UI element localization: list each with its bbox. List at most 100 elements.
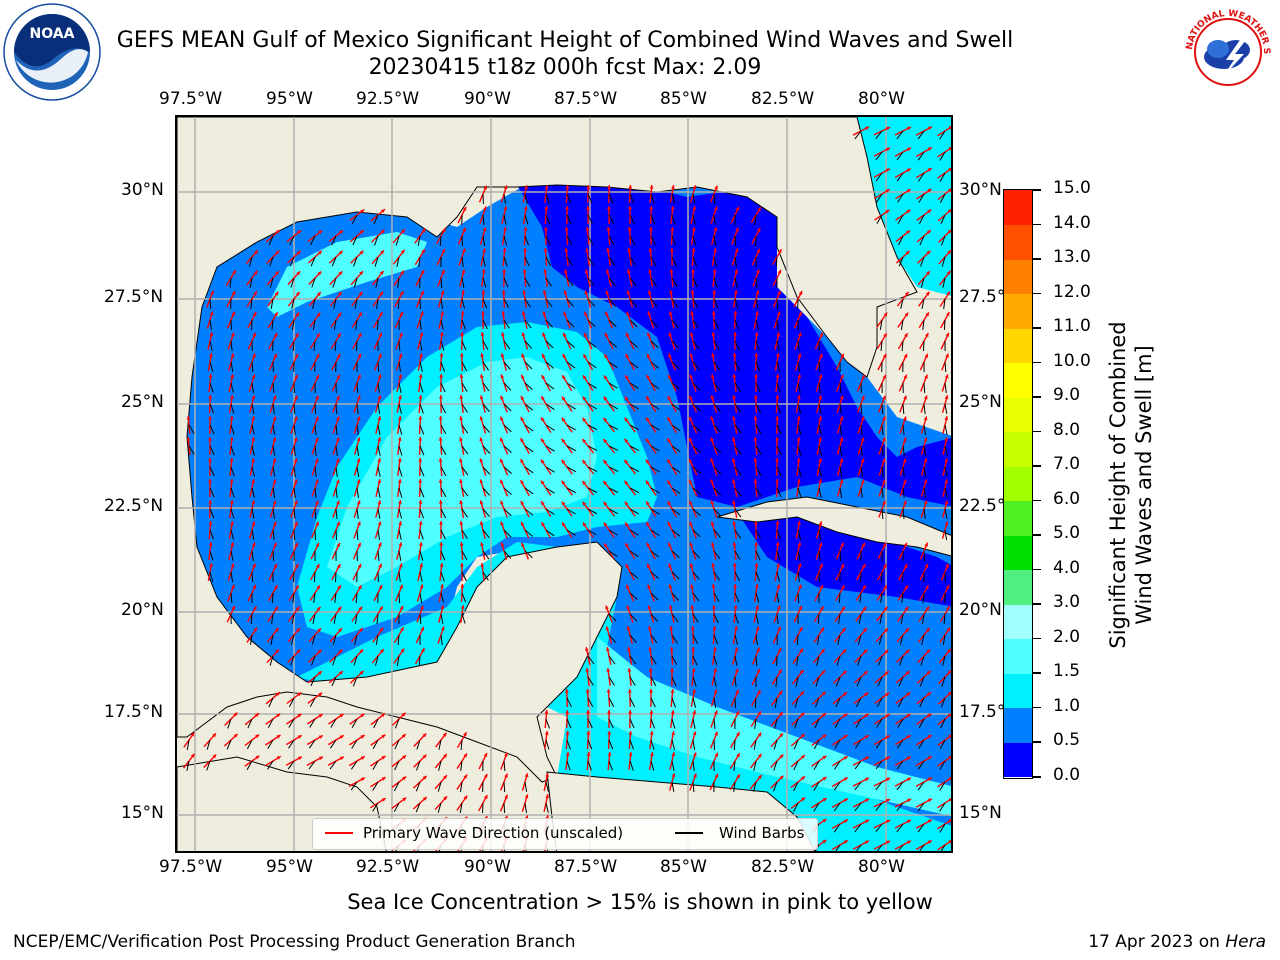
wave-arrowhead	[648, 668, 653, 672]
wind-barb	[267, 718, 274, 729]
wave-arrowhead	[625, 564, 630, 568]
wave-arrowhead	[927, 692, 931, 696]
wave-arrowhead	[907, 777, 911, 782]
wind-barb	[923, 466, 927, 477]
wind-barb	[875, 151, 883, 161]
wind-barb	[377, 403, 381, 414]
wave-arrowhead	[500, 479, 504, 484]
wave-arrowhead	[714, 752, 718, 757]
wave-arrowhead	[419, 353, 423, 357]
wave-arrowhead	[885, 714, 890, 718]
wave-arrowhead	[335, 458, 340, 463]
wave-arrowhead	[251, 416, 255, 420]
wave-arrowhead	[692, 710, 697, 715]
wind-barb	[671, 235, 677, 246]
wind-barb	[566, 340, 575, 348]
wave-arrowhead	[251, 521, 256, 526]
wind-barb	[902, 571, 904, 583]
wave-arrowhead	[418, 458, 423, 462]
wave-arrowhead	[670, 710, 675, 714]
wave-arrowhead	[604, 375, 608, 380]
wind-barb	[230, 445, 235, 456]
wave-arrowhead	[667, 417, 671, 422]
wave-band-1.5-2.0-south	[597, 637, 951, 817]
wind-barb	[713, 361, 721, 371]
wave-arrowhead	[231, 605, 235, 610]
wind-barb	[818, 361, 821, 373]
wave-arrowhead	[402, 797, 407, 802]
wave-arrowhead	[359, 670, 364, 675]
wave-arrowhead	[543, 248, 548, 252]
wave-arrowhead	[927, 756, 932, 760]
wave-arrowhead	[209, 311, 214, 316]
wave-arrowhead	[255, 734, 260, 739]
sea-ice-note: Sea Ice Concentration > 15% is shown in …	[347, 890, 933, 914]
wind-barb	[650, 697, 656, 708]
wind-barb	[230, 592, 233, 604]
wave-arrowhead	[625, 354, 630, 359]
wind-barb	[899, 655, 904, 666]
wave-arrowhead	[501, 311, 506, 315]
wave-arrowhead	[732, 542, 737, 546]
wave-arrowhead	[861, 564, 866, 568]
wave-arrowhead	[714, 710, 718, 715]
wind-barb	[797, 403, 802, 414]
wind-barb	[713, 340, 720, 350]
wave-arrowhead	[402, 776, 407, 781]
wind-barb	[754, 697, 757, 709]
wind-barb	[587, 235, 594, 245]
wind-barb	[875, 781, 883, 791]
wind-barb	[375, 277, 379, 288]
wind-barb	[854, 130, 862, 140]
wind-barb	[671, 676, 677, 687]
wind-barb	[671, 508, 681, 516]
wave-arrowhead	[861, 542, 865, 547]
wind-barb	[921, 298, 925, 309]
wind-barb	[545, 718, 550, 729]
wave-arrowhead	[690, 290, 695, 294]
wind-barb	[566, 214, 572, 225]
wave-arrowhead	[460, 311, 465, 315]
wind-barb	[671, 487, 681, 495]
wave-arrowhead	[360, 756, 365, 760]
wave-arrowhead	[840, 563, 845, 568]
wave-arrowhead	[626, 290, 631, 295]
wave-arrowhead	[886, 840, 890, 845]
wave-arrowhead	[541, 375, 546, 380]
wave-arrowhead	[459, 521, 464, 525]
wind-barb	[608, 487, 619, 493]
wind-barb	[209, 550, 214, 561]
wind-barb	[671, 298, 679, 308]
wave-arrowhead	[733, 584, 738, 588]
wave-arrowhead	[358, 312, 362, 317]
wave-arrowhead	[710, 416, 715, 421]
wave-arrowhead	[907, 126, 911, 131]
wave-arrowhead	[336, 521, 340, 526]
wave-arrowhead	[841, 585, 845, 590]
wind-barb	[313, 592, 316, 603]
wind-barb	[671, 277, 678, 287]
wave-arrowhead	[904, 333, 908, 338]
wave-arrowhead	[689, 332, 694, 337]
wave-arrowhead	[230, 353, 235, 358]
wind-barb	[372, 781, 379, 791]
wind-barb	[902, 487, 905, 498]
wind-barb	[251, 361, 254, 373]
wind-barb	[308, 739, 316, 749]
wind-barb	[437, 781, 442, 792]
wave-arrowhead	[360, 713, 365, 718]
wind-barb	[797, 382, 801, 393]
wave-arrowhead	[438, 458, 443, 462]
wave-arrowhead	[926, 250, 931, 255]
wave-arrowhead	[335, 479, 340, 484]
wave-arrowhead	[799, 627, 803, 632]
wave-arrowhead	[907, 840, 911, 845]
wave-arrowhead	[927, 126, 932, 130]
wind-barb	[356, 487, 359, 498]
wave-arrowhead	[735, 227, 739, 232]
wave-arrowhead	[755, 605, 760, 610]
wave-arrowhead	[776, 311, 781, 316]
wave-arrowhead	[586, 752, 591, 756]
wind-barb	[461, 298, 466, 309]
wave-arrowhead	[379, 627, 384, 632]
